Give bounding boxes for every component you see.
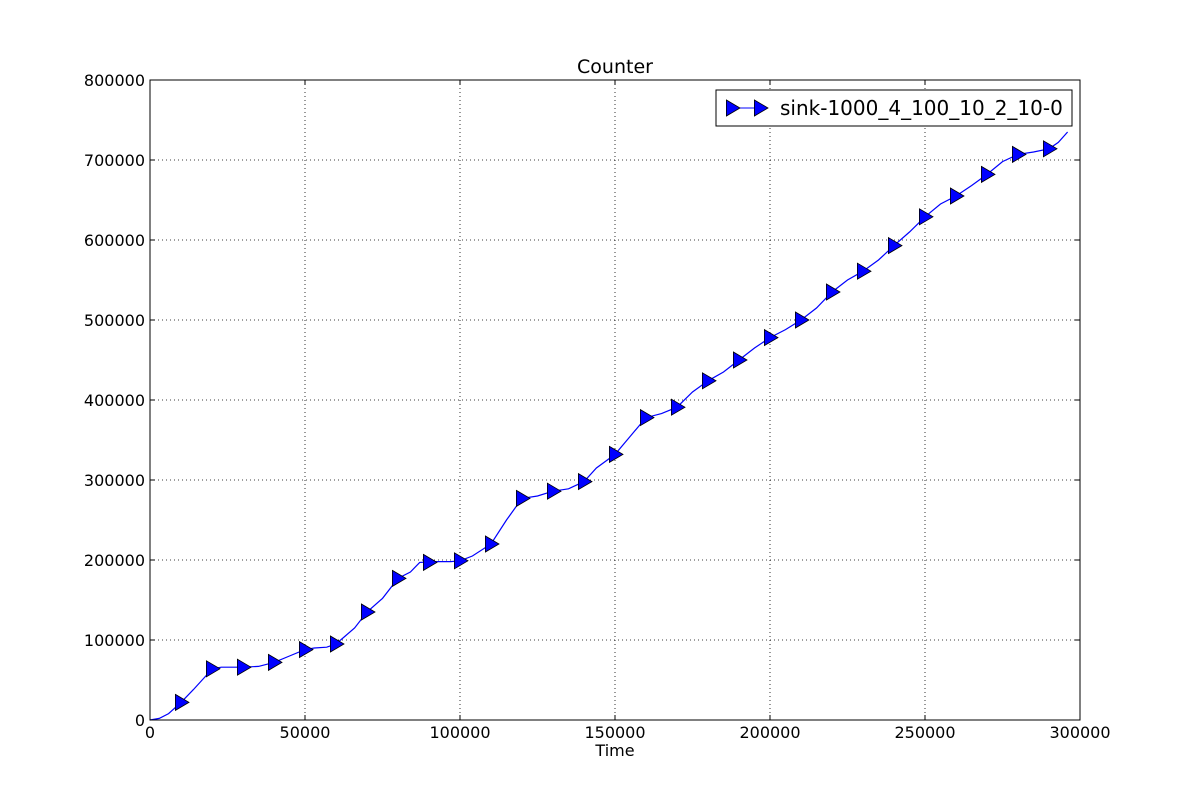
series-line: [149, 131, 1069, 721]
data-point-marker: [888, 236, 903, 255]
data-point-marker: [329, 635, 345, 653]
y-tick-label: 500000: [84, 311, 145, 330]
data-point-marker: [671, 398, 686, 416]
y-tick-label: 100000: [84, 631, 145, 650]
data-point-marker: [360, 603, 376, 621]
data-point-marker: [950, 187, 965, 205]
data-point-marker: [484, 535, 500, 553]
data-point-marker: [826, 283, 841, 301]
x-axis-label: Time: [594, 741, 634, 760]
legend: sink-1000_4_100_10_2_10-0: [715, 89, 1073, 127]
axis-ticks: 0 50000 100000 150000 200000 250000 300000 0 100…: [84, 71, 1111, 742]
data-point-marker: [981, 165, 996, 184]
data-point-marker: [857, 262, 872, 280]
chart-title: Counter: [577, 56, 653, 78]
data-point-marker: [702, 372, 717, 390]
data-point-marker: [236, 658, 252, 676]
data-point-marker: [267, 653, 283, 672]
data-point-marker: [391, 569, 407, 588]
data-point-marker: [795, 311, 810, 329]
x-tick-label: 150000: [584, 723, 645, 742]
data-point-marker: [609, 445, 624, 464]
y-tick-label: 300000: [84, 471, 145, 490]
data-point-marker: [422, 553, 438, 572]
data-point-marker: [919, 208, 934, 226]
y-tick-label: 200000: [84, 551, 145, 570]
data-point-marker: [764, 328, 779, 347]
y-tick-label: 800000: [84, 71, 145, 90]
data-point-marker: [205, 660, 221, 678]
legend-label: sink-1000_4_100_10_2_10-0: [780, 96, 1063, 120]
x-tick-label: 100000: [429, 723, 490, 742]
y-tick-label: 0: [135, 711, 145, 730]
data-point-marker: [733, 351, 748, 369]
data-point-marker: [1043, 140, 1058, 158]
grid-lines: [150, 80, 1080, 720]
y-tick-label: 400000: [84, 391, 145, 410]
y-tick-label: 600000: [84, 231, 145, 250]
plot-series: [149, 131, 1069, 721]
data-point-marker: [1012, 145, 1027, 164]
legend-marker: [754, 99, 769, 117]
data-point-marker: [516, 489, 531, 508]
data-point-marker: [640, 408, 655, 427]
x-tick-label: 200000: [739, 723, 800, 742]
data-point-marker: [453, 552, 469, 570]
data-point-marker: [174, 693, 190, 712]
x-tick-label: 300000: [1049, 723, 1110, 742]
y-tick-label: 700000: [84, 151, 145, 170]
legend-box: [715, 89, 1073, 127]
data-point-marker: [578, 472, 593, 491]
legend-marker: [726, 99, 741, 117]
data-point-marker: [547, 482, 562, 500]
x-tick-label: 0: [145, 723, 155, 742]
x-tick-label: 250000: [894, 723, 955, 742]
data-point-marker: [298, 640, 314, 659]
x-tick-label: 50000: [280, 723, 331, 742]
